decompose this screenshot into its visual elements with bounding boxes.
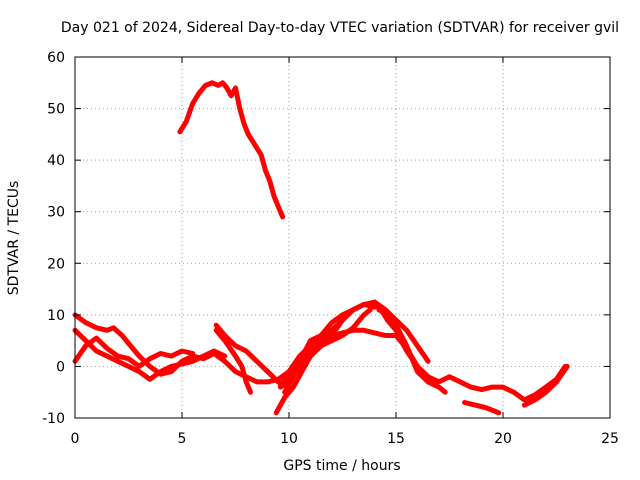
x-tick-label: 10 [280, 431, 298, 447]
y-tick-label: 50 [47, 102, 65, 118]
y-tick-label: 40 [47, 153, 65, 169]
series-arc-i [277, 302, 378, 387]
series-arc-h [277, 307, 373, 390]
series-high-arc [177, 80, 286, 220]
x-axis-ticks: 0 5 10 15 20 25 [71, 57, 619, 447]
x-tick-label: 15 [387, 431, 405, 447]
y-axis-ticks: -10 0 10 20 30 40 50 60 [42, 50, 610, 427]
x-axis-label: GPS time / hours [283, 458, 400, 474]
x-tick-label: 5 [178, 431, 187, 447]
series-arc-k [462, 400, 502, 416]
y-tick-label: 30 [47, 205, 65, 221]
y-tick-label: -10 [42, 411, 65, 427]
x-tick-label: 0 [71, 431, 80, 447]
y-axis-label: SDTVAR / TECUs [6, 181, 22, 296]
y-tick-label: 10 [47, 308, 65, 324]
series-arc-l [521, 363, 570, 408]
y-tick-label: 0 [56, 359, 65, 375]
series-arc-c [72, 335, 196, 369]
series-arc-j [376, 307, 448, 395]
plot-frame [74, 56, 611, 419]
data-series-group [72, 80, 570, 416]
series-arc-d [213, 322, 281, 385]
y-tick-label: 20 [47, 256, 65, 272]
x-tick-label: 25 [601, 431, 619, 447]
series-arc-e [213, 327, 253, 395]
y-tick-label: 60 [47, 50, 65, 66]
grid [75, 57, 610, 418]
series-arc-b [72, 327, 228, 382]
chart-title: Day 021 of 2024, Sidereal Day-to-day VTE… [61, 20, 619, 36]
x-tick-label: 20 [494, 431, 512, 447]
